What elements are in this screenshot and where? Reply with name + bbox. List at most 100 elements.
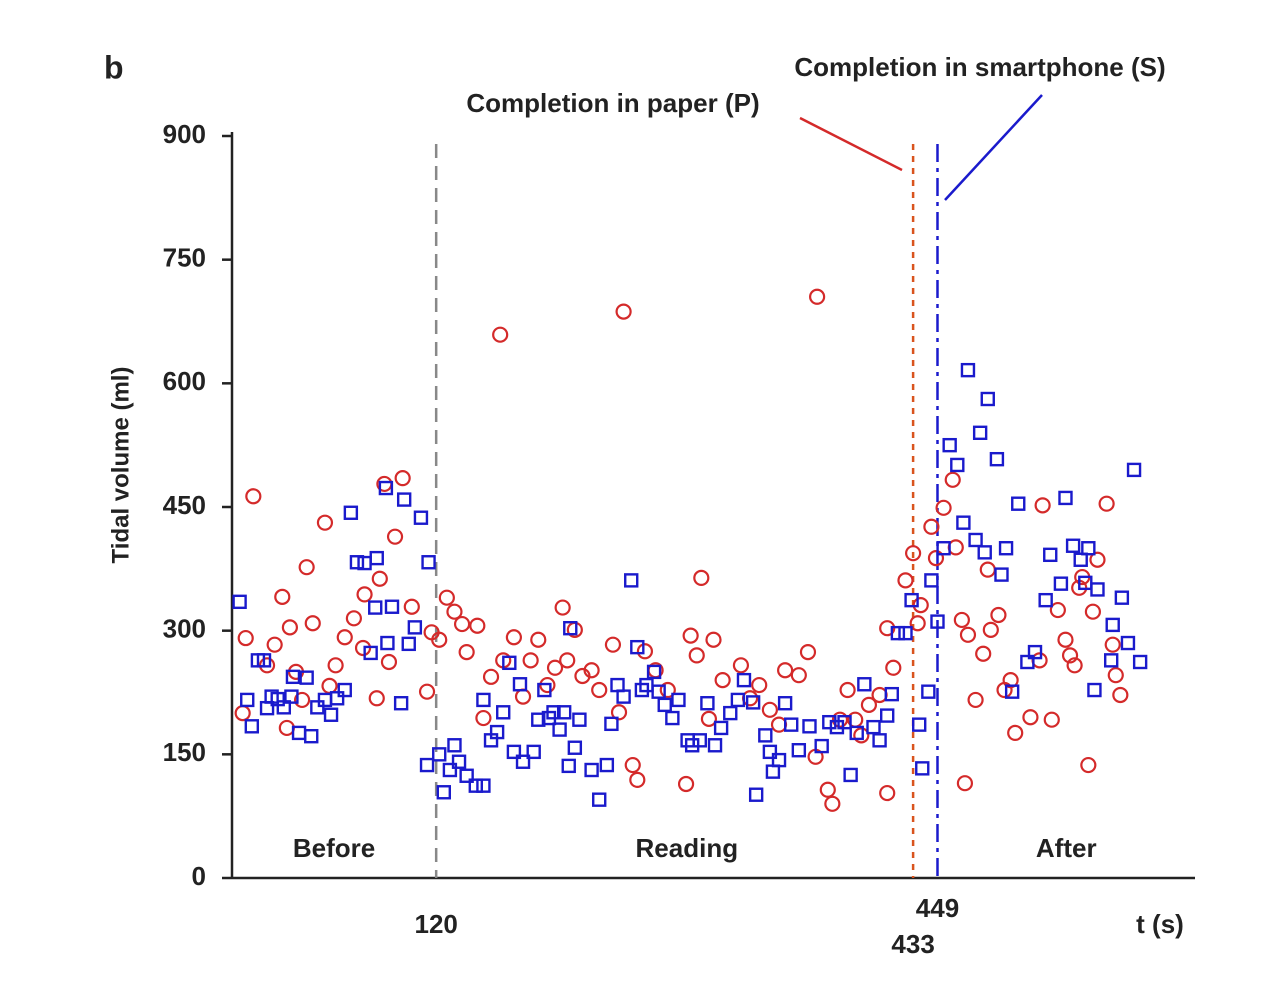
point — [1002, 672, 1019, 689]
point — [476, 692, 491, 708]
point — [451, 754, 467, 769]
point — [1004, 684, 1020, 699]
point — [546, 705, 561, 720]
point — [998, 541, 1014, 556]
point — [1090, 582, 1105, 597]
point — [809, 288, 826, 305]
point — [327, 657, 344, 674]
point — [345, 610, 362, 627]
point — [563, 620, 578, 636]
region-label: Reading — [636, 833, 739, 863]
point — [677, 775, 695, 793]
point — [1038, 592, 1053, 608]
y-tick-label: 0 — [192, 861, 206, 891]
point — [458, 644, 475, 661]
point — [682, 627, 699, 644]
point — [591, 681, 608, 699]
point — [343, 505, 359, 520]
point — [502, 655, 517, 671]
point — [496, 705, 511, 720]
point — [298, 559, 315, 576]
panel-label: b — [104, 49, 124, 85]
point — [959, 626, 977, 643]
point — [380, 653, 398, 671]
point — [240, 692, 255, 708]
point — [1065, 538, 1081, 553]
point — [610, 704, 628, 721]
point — [853, 727, 870, 744]
point — [665, 710, 680, 726]
point — [713, 720, 729, 736]
point — [336, 629, 353, 646]
point — [1043, 711, 1060, 728]
point — [232, 594, 247, 610]
point — [659, 681, 676, 699]
point — [762, 744, 778, 760]
point — [419, 757, 435, 773]
point — [393, 696, 409, 711]
point — [994, 567, 1009, 582]
point — [615, 303, 632, 320]
point — [616, 689, 631, 704]
point — [413, 510, 429, 525]
point — [924, 573, 939, 588]
point — [1043, 547, 1058, 563]
point — [751, 676, 768, 694]
point — [1132, 654, 1148, 670]
annotation-pointer — [799, 116, 903, 172]
point — [447, 738, 462, 753]
point — [990, 606, 1007, 624]
point — [1007, 724, 1024, 741]
point — [814, 738, 829, 754]
point — [1089, 551, 1106, 568]
point — [1011, 496, 1026, 511]
point — [700, 710, 718, 727]
point — [1020, 654, 1035, 670]
point — [421, 555, 436, 570]
point — [512, 677, 528, 692]
point — [956, 775, 974, 792]
point — [837, 714, 852, 730]
point — [446, 603, 463, 620]
point — [745, 695, 761, 710]
point — [1081, 541, 1096, 556]
point — [843, 767, 858, 783]
point — [777, 696, 793, 711]
x-tick-label: 120 — [414, 909, 457, 939]
point — [904, 592, 919, 608]
point — [897, 572, 914, 589]
point — [436, 785, 451, 800]
point — [561, 758, 576, 774]
point — [968, 532, 983, 548]
point — [356, 586, 373, 603]
point — [761, 701, 778, 718]
point — [442, 762, 458, 778]
point — [432, 747, 447, 762]
point — [266, 636, 283, 653]
y-tick-label: 750 — [163, 243, 206, 273]
point — [572, 712, 587, 727]
point — [723, 705, 738, 721]
point — [802, 719, 817, 734]
point — [898, 625, 913, 641]
point — [337, 682, 352, 698]
point — [839, 681, 856, 699]
x-tick-label: 433 — [891, 929, 934, 959]
point — [237, 629, 254, 647]
point — [1084, 603, 1102, 620]
point — [707, 738, 723, 753]
point — [824, 795, 841, 812]
point — [879, 784, 896, 802]
point — [604, 636, 622, 653]
point — [671, 692, 686, 708]
point — [915, 761, 930, 776]
point — [693, 569, 710, 587]
point — [316, 514, 334, 531]
point — [274, 588, 291, 605]
point — [329, 691, 345, 706]
point — [384, 599, 400, 614]
point — [692, 733, 707, 748]
point — [1073, 552, 1088, 567]
point — [912, 717, 927, 732]
point — [935, 499, 952, 516]
